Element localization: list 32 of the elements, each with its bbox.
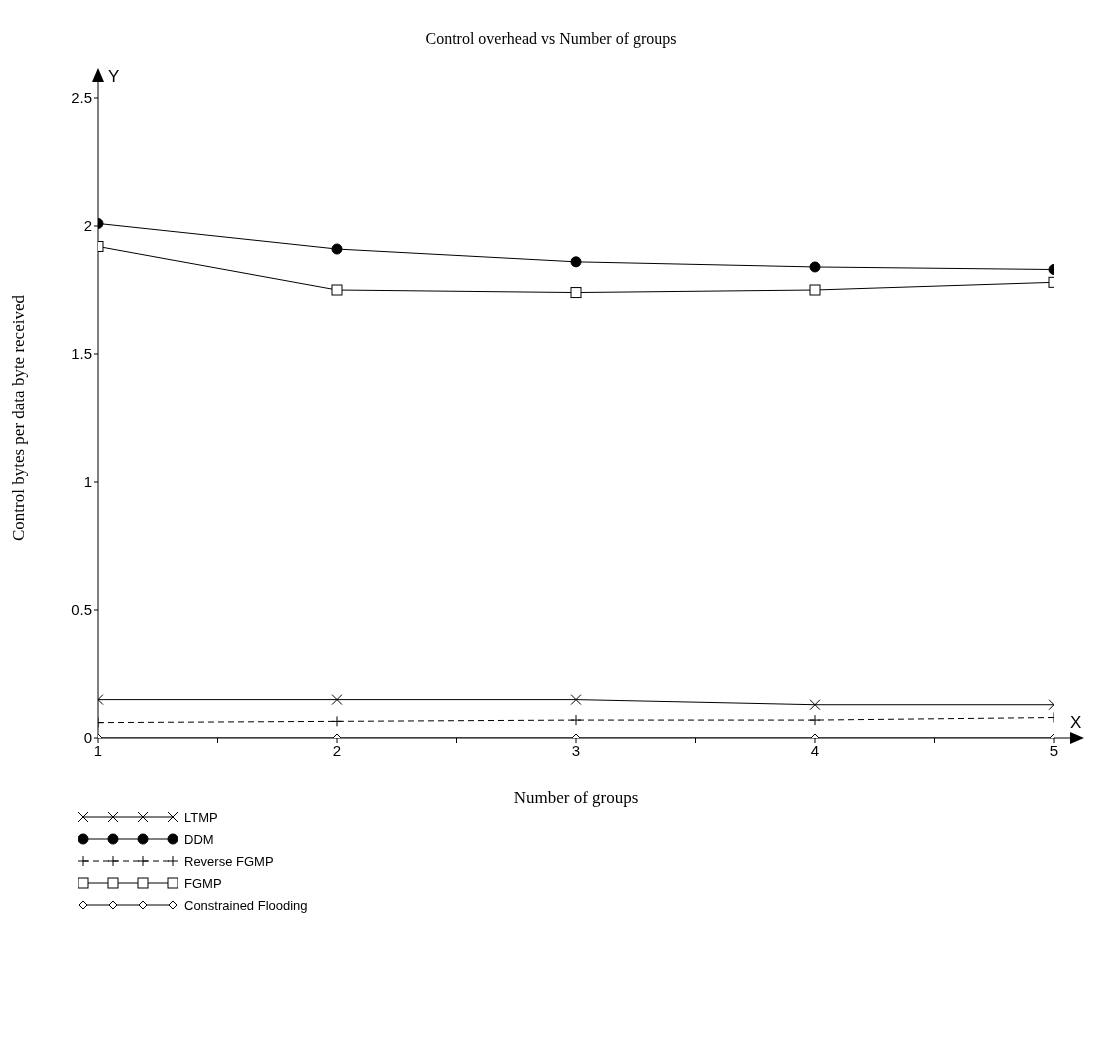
point — [331, 243, 343, 255]
point — [809, 714, 821, 726]
legend-label: FGMP — [184, 875, 222, 891]
point — [570, 694, 582, 706]
text: Y — [108, 67, 120, 86]
legend-label: LTMP — [184, 809, 218, 825]
point — [570, 714, 582, 726]
x-tick-label: 4 — [810, 741, 820, 759]
x-tick-label: 3 — [571, 741, 581, 759]
y-tick-label: 1 — [83, 473, 92, 491]
point — [809, 261, 821, 273]
point — [331, 694, 343, 706]
y-tick-label: 0.5 — [71, 601, 92, 619]
y-tick-label: 1.5 — [71, 345, 92, 363]
point — [809, 284, 821, 296]
legend-label: DDM — [184, 831, 214, 847]
y-tick-label: 2 — [83, 217, 92, 235]
x-tick-label: 5 — [1049, 741, 1059, 759]
point — [570, 256, 582, 268]
chart-title: Control overhead vs Number of groups — [424, 30, 678, 48]
y-tick-label: 0 — [83, 729, 92, 747]
point — [331, 284, 343, 296]
y-tick-label: 2.5 — [71, 89, 92, 107]
point — [331, 715, 343, 727]
point — [809, 699, 821, 711]
x-tick-label: 2 — [332, 741, 342, 759]
x-axis-title: Number of groups — [513, 788, 639, 807]
y-axis-title: Control bytes per data byte received — [9, 294, 29, 541]
legend-label: Constrained Flooding — [184, 897, 308, 913]
text: X — [1070, 713, 1082, 732]
legend-label: Reverse FGMP — [184, 853, 274, 869]
point — [570, 287, 582, 299]
